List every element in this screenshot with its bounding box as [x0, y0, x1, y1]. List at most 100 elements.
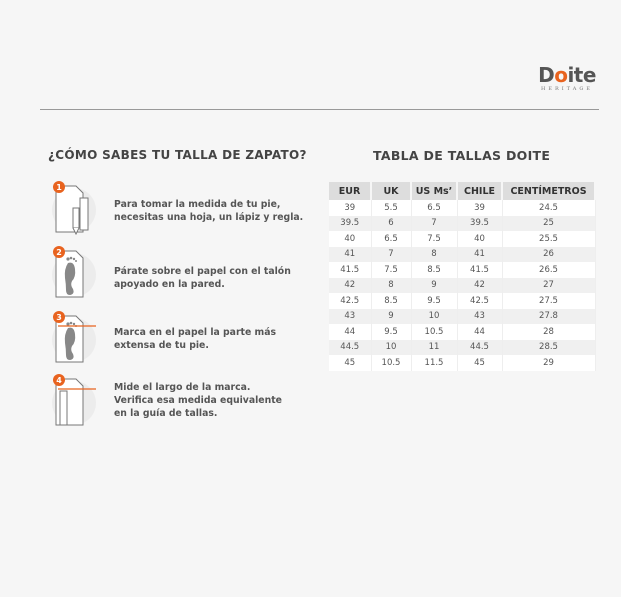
table-cell: 7.5	[371, 262, 412, 278]
table-cell: 7	[371, 246, 412, 262]
table-cell: 40	[329, 231, 372, 247]
table-cell: 9	[411, 277, 458, 293]
table-cell: 6.5	[411, 200, 458, 216]
step-number: 2	[56, 248, 62, 257]
table-cell: 26	[502, 246, 596, 262]
step-text: Párate sobre el papel con el talón apoyad…	[114, 265, 291, 291]
table-cell: 6.5	[371, 231, 412, 247]
table-row: 45 10.5 11.5 45 29	[329, 355, 596, 371]
column-header: CENTÍMETROS	[502, 182, 596, 200]
table-row: 43 9 10 43 27.8	[329, 308, 596, 324]
step-line: en la guía de tallas.	[114, 408, 218, 419]
table-cell: 25.5	[502, 231, 596, 247]
table-cell: 42	[457, 277, 503, 293]
step-line: Marca en el papel la parte más	[114, 327, 277, 338]
table-cell: 41	[457, 246, 503, 262]
table-cell: 41.5	[457, 262, 503, 278]
table-cell: 43	[457, 308, 503, 324]
size-table: EUR UK US Ms’ CHILE CENTÍMETROS 39 5.5 6.5 39 24…	[329, 182, 596, 371]
step-text: Para tomar la medida de tu pie, necesitas…	[114, 198, 303, 224]
step-line: Verifica esa medida equivalente	[114, 395, 282, 406]
table-cell: 29	[502, 355, 596, 371]
table-cell: 39.5	[457, 215, 503, 231]
table-cell: 43	[329, 308, 372, 324]
table-cell: 45	[329, 355, 372, 371]
table-cell: 27.8	[502, 308, 596, 324]
measure-mark-icon: 4	[52, 374, 96, 426]
table-cell: 24.5	[502, 200, 596, 216]
table-cell: 10	[371, 339, 412, 355]
table-cell: 25	[502, 215, 596, 231]
column-header: EUR	[329, 182, 372, 200]
table-cell: 28.5	[502, 339, 596, 355]
step-2: 2 Párate sobre el papel con el talón apoya…	[50, 245, 310, 301]
table-cell: 5.5	[371, 200, 412, 216]
table-cell: 6	[371, 215, 412, 231]
table-cell: 9.5	[371, 324, 412, 340]
table-row: 42 8 9 42 27	[329, 277, 596, 293]
table-cell: 39	[457, 200, 503, 216]
table-cell: 44.5	[329, 339, 372, 355]
step-line: Mide el largo de la marca.	[114, 382, 251, 393]
table-cell: 11	[411, 339, 458, 355]
logo-brand: Doite	[538, 63, 596, 87]
table-cell: 9.5	[411, 293, 458, 309]
table-cell: 39.5	[329, 215, 372, 231]
step-number: 3	[56, 313, 62, 322]
paper-pencil-ruler-icon: 1	[52, 181, 96, 236]
table-cell: 10.5	[371, 355, 412, 371]
table-row: 39 5.5 6.5 39 24.5	[329, 200, 596, 216]
table-cell: 8.5	[411, 262, 458, 278]
step-line: Para tomar la medida de tu pie,	[114, 199, 281, 210]
table-cell: 7.5	[411, 231, 458, 247]
step-line: Párate sobre el papel con el talón	[114, 266, 291, 277]
column-header: US Ms’	[411, 182, 458, 200]
step-1: 1 Para tomar la medida de tu pie, necesita…	[50, 180, 310, 236]
table-cell: 42.5	[457, 293, 503, 309]
table-cell: 44	[329, 324, 372, 340]
table-cell: 45	[457, 355, 503, 371]
table-row: 44 9.5 10.5 44 28	[329, 324, 596, 340]
table-cell: 42	[329, 277, 372, 293]
step-3: 3 Marca en el papel la parte más extensa d…	[50, 310, 310, 366]
step-number: 4	[56, 376, 62, 385]
table-row: 41.5 7.5 8.5 41.5 26.5	[329, 262, 596, 278]
table-cell: 41.5	[329, 262, 372, 278]
table-cell: 9	[371, 308, 412, 324]
table-cell: 28	[502, 324, 596, 340]
table-cell: 44.5	[457, 339, 503, 355]
divider	[40, 109, 599, 110]
step-4: 4 Mide el largo de la marca. Verifica esa …	[50, 373, 310, 429]
table-cell: 26.5	[502, 262, 596, 278]
table-cell: 41	[329, 246, 372, 262]
table-cell: 8	[411, 246, 458, 262]
step-number-badge	[53, 246, 65, 258]
step-number-badge	[53, 181, 65, 193]
table-cell: 8.5	[371, 293, 412, 309]
footprint-paper-icon: 2	[52, 246, 96, 298]
logo-sub: HERITAGE	[540, 86, 594, 92]
size-table-title: TABLA DE TALLAS DOITE	[373, 148, 551, 163]
column-header: CHILE	[457, 182, 503, 200]
table-cell: 27.5	[502, 293, 596, 309]
table-row: 41 7 8 41 26	[329, 246, 596, 262]
table-cell: 10.5	[411, 324, 458, 340]
table-cell: 40	[457, 231, 503, 247]
step-text: Mide el largo de la marca. Verifica esa m…	[114, 381, 282, 420]
table-row: 40 6.5 7.5 40 25.5	[329, 231, 596, 247]
table-row: 42.5 8.5 9.5 42.5 27.5	[329, 293, 596, 309]
doite-logo: Doite HERITAGE	[534, 64, 600, 92]
table-cell: 7	[411, 215, 458, 231]
table-cell: 44	[457, 324, 503, 340]
step-number-badge	[53, 374, 65, 386]
footprint-mark-icon: 3	[52, 311, 96, 363]
how-to-title: ¿CÓMO SABES TU TALLA DE ZAPATO?	[48, 148, 307, 162]
table-cell: 11.5	[411, 355, 458, 371]
step-number: 1	[56, 183, 62, 192]
table-cell: 42.5	[329, 293, 372, 309]
table-cell: 27	[502, 277, 596, 293]
step-line: apoyado en la pared.	[114, 279, 225, 290]
step-line: necesitas una hoja, un lápiz y regla.	[114, 212, 304, 223]
step-number-badge	[53, 311, 65, 323]
